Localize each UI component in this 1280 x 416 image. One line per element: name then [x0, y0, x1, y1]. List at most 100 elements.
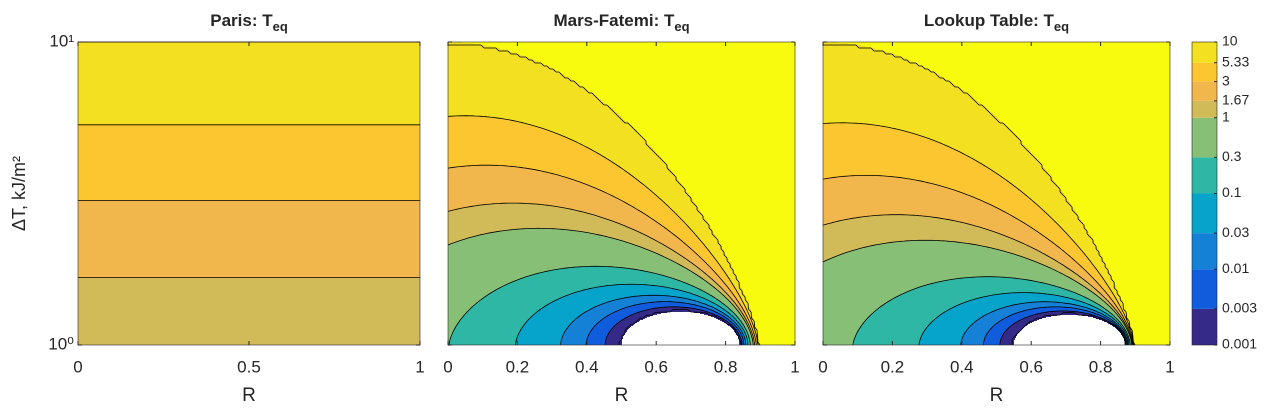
- contour-band: [515, 284, 748, 345]
- contour-band: [983, 307, 1127, 345]
- x-tick-label: 0.4: [575, 357, 599, 376]
- contour-line: [822, 175, 1134, 346]
- contour-band: [448, 228, 753, 345]
- contour-line: [982, 306, 1128, 346]
- colorbar-band: [1192, 42, 1217, 63]
- colorbar-band: [1192, 233, 1217, 270]
- contour-line: [918, 292, 1130, 346]
- contour-band: [823, 215, 1132, 344]
- contour-line: [822, 122, 1135, 346]
- contour-line: [585, 301, 745, 346]
- x-axis-label: R: [242, 385, 256, 406]
- contour-line: [1011, 312, 1126, 346]
- contour-line: [447, 227, 754, 346]
- contour-band: [823, 42, 1135, 345]
- y-axis-label: ΔT, kJ/m²: [9, 156, 29, 231]
- region-above-max: [837, 42, 1170, 345]
- colorbar-band: [1192, 117, 1217, 158]
- x-tick-label: 0.6: [644, 357, 668, 376]
- colorbar-tick-label: 1.67: [1222, 92, 1249, 108]
- contour-line: [448, 44, 761, 346]
- contour-line: [447, 115, 759, 346]
- contour-band: [823, 175, 1133, 345]
- region-above-max: [462, 42, 795, 345]
- x-tick-label: 0.6: [1019, 357, 1043, 376]
- title-subscript: eq: [1054, 19, 1069, 34]
- colorbar-tick-label: 10: [1222, 33, 1238, 49]
- colorbar-tick-label: 1: [1222, 108, 1230, 124]
- contour-line: [822, 239, 1133, 346]
- contour-band: [78, 125, 420, 200]
- contour-line: [604, 306, 743, 346]
- axes-frame: [822, 41, 1171, 346]
- colorbar-band: [1192, 269, 1217, 309]
- y-tick-label: 10¹: [49, 31, 74, 50]
- x-tick-label: 1: [790, 357, 799, 376]
- x-tick-label: 0: [443, 357, 452, 376]
- contour-band: [449, 266, 750, 345]
- contour-band: [605, 307, 742, 345]
- x-tick-label: 0.8: [714, 357, 738, 376]
- plot-area: [822, 42, 1170, 346]
- x-tick-label: 0.2: [881, 357, 905, 376]
- title-text: Paris: T: [210, 11, 273, 30]
- colorbar-tick-label: 0.003: [1222, 300, 1257, 316]
- contour-line: [823, 44, 1136, 346]
- x-axis-label: R: [990, 385, 1004, 406]
- contour-band: [1000, 311, 1126, 345]
- x-axis-label: R: [615, 385, 629, 406]
- title-subscript: eq: [674, 19, 689, 34]
- x-tick-label: 0.8: [1089, 357, 1113, 376]
- x-tick-label: 0: [73, 357, 82, 376]
- contour-line: [515, 283, 749, 346]
- contour-band: [561, 295, 746, 345]
- contour-band: [78, 278, 420, 345]
- panel-title: Paris: Teq: [210, 11, 288, 34]
- contour-band: [448, 116, 758, 345]
- x-tick-label: 1: [415, 357, 424, 376]
- colorbar-band: [1192, 100, 1217, 118]
- panel-title: Lookup Table: Teq: [924, 11, 1069, 34]
- contour-band: [919, 293, 1129, 345]
- contour-line: [822, 214, 1133, 346]
- colorbar-band: [1192, 62, 1217, 82]
- contour-band: [448, 165, 756, 345]
- contour-band: [823, 240, 1132, 345]
- colorbar-band: [1192, 193, 1217, 234]
- colorbar-tick-label: 0.1: [1222, 184, 1242, 200]
- y-tick-label: 10⁰: [48, 334, 74, 353]
- contour-line: [852, 276, 1131, 346]
- colorbar-tick-label: 0.001: [1222, 336, 1257, 352]
- contour-line: [447, 164, 757, 346]
- colorbar-tick-label: 5.33: [1222, 53, 1249, 69]
- colorbar-tick-label: 0.03: [1222, 224, 1249, 240]
- contour-band: [448, 203, 755, 345]
- contour-line: [447, 202, 755, 346]
- title-text: Mars-Fatemi: T: [553, 11, 675, 30]
- contour-line: [999, 310, 1127, 346]
- contour-band: [78, 200, 420, 278]
- x-tick-label: 0.4: [950, 357, 974, 376]
- title-subscript: eq: [273, 19, 288, 34]
- colorbar-band: [1192, 308, 1217, 345]
- x-tick-label: 0.5: [237, 357, 261, 376]
- contour-line: [960, 301, 1129, 346]
- contour-band: [961, 302, 1128, 345]
- colorbar-tick-label: 0.01: [1222, 260, 1249, 276]
- contour-line: [618, 309, 742, 346]
- contour-band: [823, 123, 1134, 345]
- colorbar-band: [1192, 157, 1217, 194]
- contour-band: [78, 42, 420, 125]
- axes-frame: [447, 41, 796, 346]
- plot-area: [447, 42, 795, 346]
- contour-line: [448, 265, 751, 346]
- panel-title: Mars-Fatemi: Teq: [553, 11, 689, 34]
- plot-area: [78, 41, 420, 345]
- colorbar-band: [1192, 81, 1217, 101]
- colorbar-tick-label: 3: [1222, 72, 1230, 88]
- title-text: Lookup Table: T: [924, 11, 1055, 30]
- colorbar-tick-label: 0.3: [1222, 148, 1242, 164]
- x-tick-label: 0: [818, 357, 827, 376]
- contour-band: [586, 302, 744, 345]
